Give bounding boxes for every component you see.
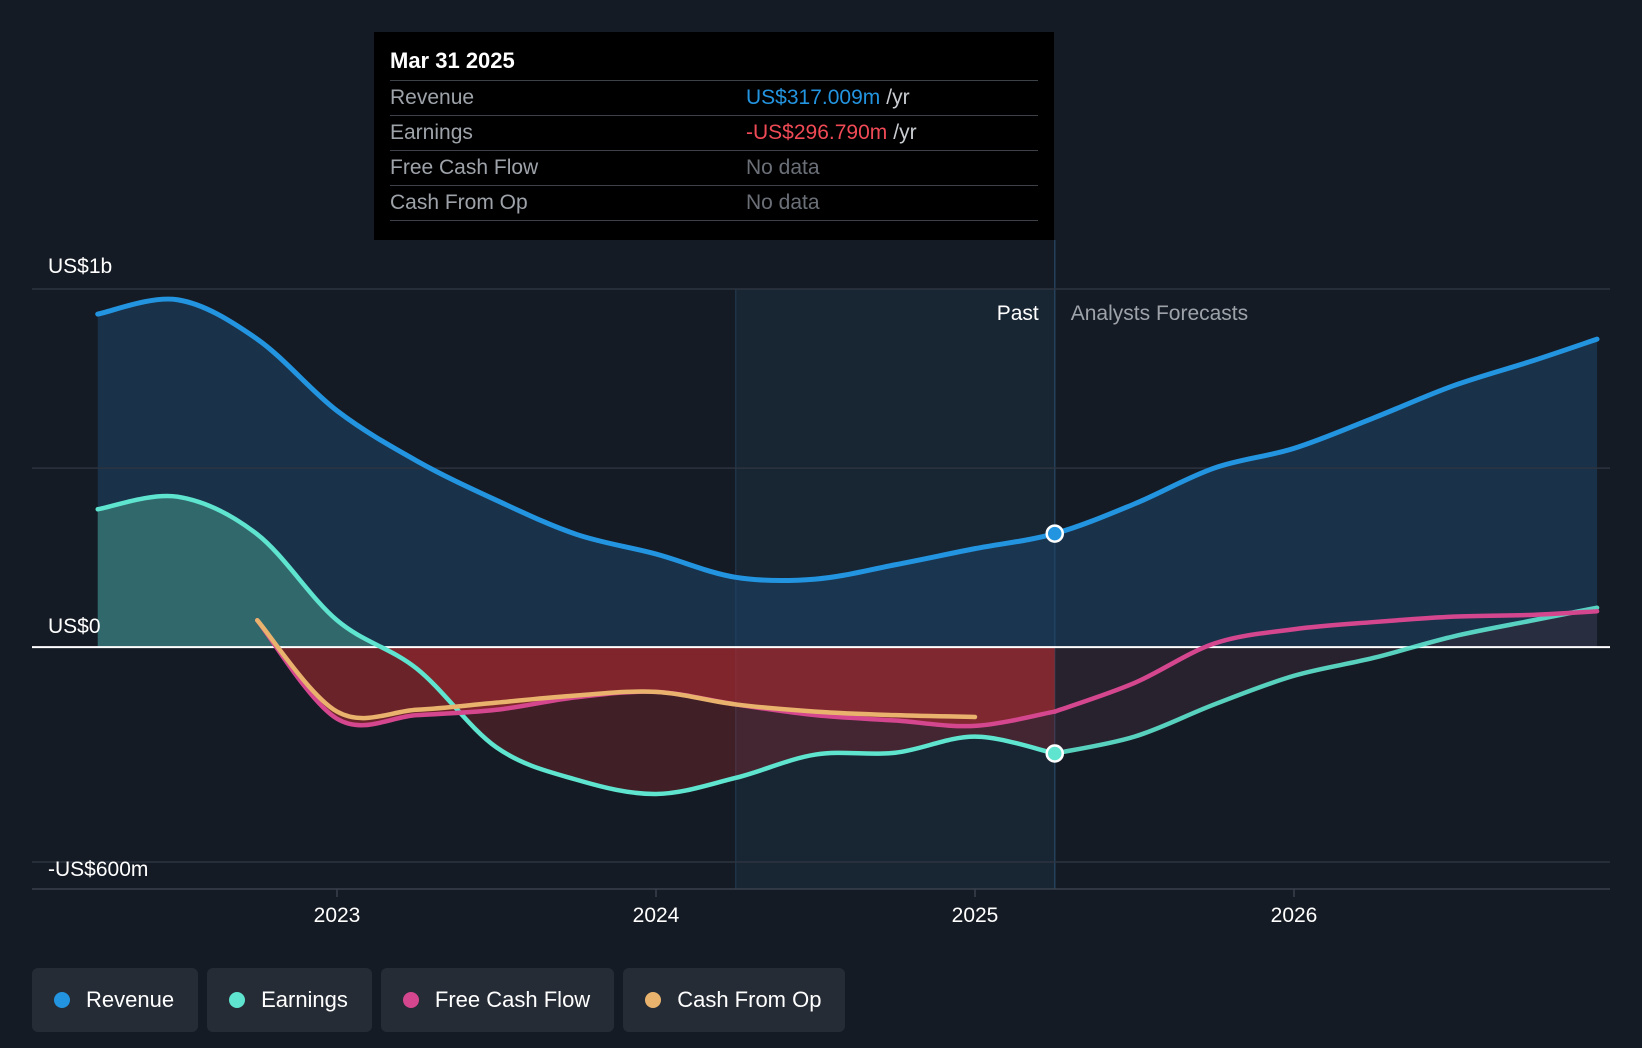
tooltip-value: -US$296.790m bbox=[746, 121, 888, 144]
tooltip-row-free-cash-flow: Free Cash Flow No data bbox=[390, 150, 1038, 185]
tooltip-value: No data bbox=[746, 191, 820, 214]
y-tick-label: -US$600m bbox=[48, 858, 148, 881]
earnings-marker bbox=[1045, 744, 1064, 763]
revenue-line bbox=[95, 296, 1600, 584]
legend-item-earnings[interactable]: Earnings bbox=[207, 968, 372, 1032]
x-tick-label: 2023 bbox=[314, 904, 361, 927]
revenue-dot-icon bbox=[54, 992, 70, 1008]
tooltip-unit: /yr bbox=[886, 86, 910, 109]
tooltip-label: Free Cash Flow bbox=[390, 156, 539, 179]
legend-item-cash-from-op[interactable]: Cash From Op bbox=[623, 968, 846, 1032]
legend-item-revenue[interactable]: Revenue bbox=[32, 968, 199, 1032]
free-cash-flow-dot-icon bbox=[402, 992, 419, 1008]
earnings-forecast-line bbox=[1052, 605, 1600, 756]
revenue-marker bbox=[1045, 524, 1064, 543]
tooltip-row-revenue: Revenue US$317.009m /yr bbox=[390, 80, 1038, 115]
earnings-positive-area bbox=[97, 495, 1055, 648]
x-tick-label: 2024 bbox=[633, 904, 680, 927]
y-tick-label: US$1b bbox=[48, 255, 112, 278]
tooltip-row-cash-from-op: Cash From Op No data bbox=[390, 185, 1038, 221]
tooltip-row-earnings: Earnings -US$296.790m /yr bbox=[390, 115, 1038, 150]
tooltip-label: Cash From Op bbox=[390, 191, 528, 214]
x-tick-label: 2025 bbox=[952, 904, 999, 927]
earnings-line bbox=[95, 493, 1057, 797]
tooltip-date: Mar 31 2025 bbox=[390, 48, 515, 73]
legend: Revenue Earnings Free Cash Flow Cash Fro… bbox=[32, 968, 846, 1032]
earnings-forecast-area bbox=[1054, 607, 1598, 754]
cash-from-op-dot-icon bbox=[645, 992, 662, 1008]
tooltip-value: No data bbox=[746, 156, 820, 179]
tooltip-unit: /yr bbox=[893, 121, 917, 144]
x-tick-label: 2026 bbox=[1271, 904, 1318, 927]
past-label: Past bbox=[997, 302, 1039, 325]
legend-label: Revenue bbox=[86, 987, 175, 1012]
revenue-area bbox=[97, 299, 1598, 648]
legend-label: Earnings bbox=[261, 987, 348, 1012]
tooltip-label: Earnings bbox=[390, 121, 473, 144]
y-tick-label: US$0 bbox=[48, 615, 101, 638]
legend-label: Cash From Op bbox=[677, 987, 822, 1012]
earnings-dot-icon bbox=[229, 992, 246, 1008]
tooltip-value: US$317.009m bbox=[746, 86, 881, 109]
forecast-label: Analysts Forecasts bbox=[1071, 302, 1248, 325]
free-cash-flow-forecast-line bbox=[1052, 609, 1600, 714]
legend-item-free-cash-flow[interactable]: Free Cash Flow bbox=[380, 968, 615, 1032]
legend-label: Free Cash Flow bbox=[434, 987, 591, 1012]
tooltip: Mar 31 2025 Revenue US$317.009m /yr Earn… bbox=[374, 32, 1054, 240]
cash-from-op-line bbox=[255, 618, 978, 721]
tooltip-label: Revenue bbox=[390, 86, 475, 109]
